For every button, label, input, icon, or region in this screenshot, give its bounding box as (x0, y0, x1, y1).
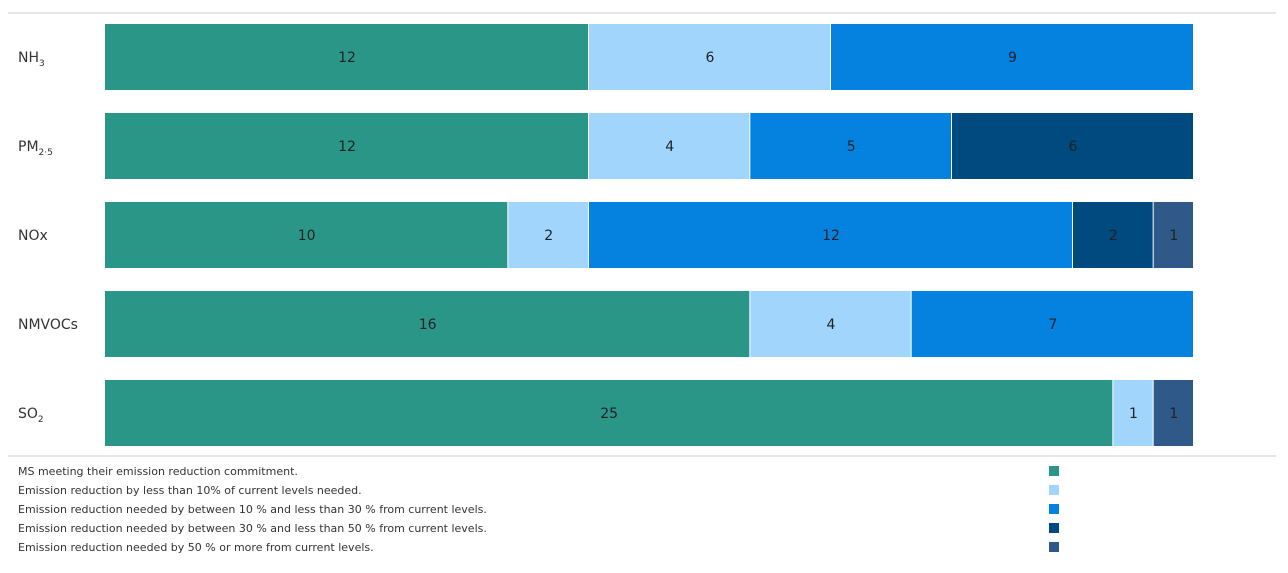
data-label: 16 (419, 317, 437, 333)
data-label: 1 (1129, 406, 1138, 422)
bar-segment[interactable] (911, 291, 1193, 357)
bar-segment[interactable] (589, 113, 750, 179)
legend-item[interactable]: Emission reduction needed by between 10 … (18, 501, 1118, 520)
legend-item[interactable]: MS meeting their emission reduction comm… (18, 463, 1118, 482)
category-label: NH3 (18, 50, 45, 69)
data-label: 4 (665, 139, 674, 155)
bar-segment[interactable] (1153, 380, 1193, 446)
stacked-bar-chart: 12 6 9 12 4 5 6 10 2 12 2 1 16 4 7 25 1 1 NH3 PM2·5 NOx NMVO… (8, 12, 1276, 457)
legend-label: Emission reduction needed by 50 % or mor… (18, 541, 374, 554)
category-label: NOx (18, 228, 48, 244)
data-label: 4 (827, 317, 836, 333)
legend-label: Emission reduction needed by between 30 … (18, 522, 487, 535)
data-label: 1 (1169, 228, 1178, 244)
bar-segment[interactable] (105, 24, 588, 90)
bar-segment[interactable] (1153, 202, 1193, 268)
legend-swatch (1049, 485, 1059, 495)
bar-segment[interactable] (105, 113, 588, 179)
data-label: 12 (338, 50, 356, 66)
data-label: 6 (706, 50, 715, 66)
bar-segment[interactable] (105, 202, 508, 268)
legend-swatch (1049, 504, 1059, 514)
data-label: 12 (822, 228, 840, 244)
data-label: 9 (1008, 50, 1017, 66)
legend-label: MS meeting their emission reduction comm… (18, 465, 298, 478)
legend-item[interactable]: Emission reduction needed by 50 % or mor… (18, 539, 1118, 558)
bars-layer: 12 6 9 12 4 5 6 10 2 12 2 1 16 4 7 25 1 1 (105, 24, 1193, 446)
category-label: SO2 (18, 406, 44, 425)
legend-item[interactable]: Emission reduction by less than 10% of c… (18, 482, 1118, 501)
legend-label: Emission reduction needed by between 10 … (18, 503, 487, 516)
bar-segment[interactable] (589, 202, 1072, 268)
bar-segment[interactable] (1073, 202, 1153, 268)
legend-label: Emission reduction by less than 10% of c… (18, 484, 362, 497)
bar-segment[interactable] (952, 113, 1193, 179)
data-label: 10 (298, 228, 316, 244)
category-label: NMVOCs (18, 317, 78, 333)
data-label: 2 (1109, 228, 1118, 244)
legend-swatch (1049, 466, 1059, 476)
legend: MS meeting their emission reduction comm… (0, 463, 1288, 573)
data-label: 12 (338, 139, 356, 155)
data-label: 2 (544, 228, 553, 244)
bar-segment[interactable] (750, 113, 951, 179)
category-label: PM2·5 (18, 139, 53, 158)
bar-segment[interactable] (750, 291, 911, 357)
data-label: 1 (1169, 406, 1178, 422)
data-label: 25 (600, 406, 618, 422)
bar-segment[interactable] (831, 24, 1193, 90)
data-label: 5 (847, 139, 856, 155)
data-label: 7 (1048, 317, 1057, 333)
legend-item[interactable]: Emission reduction needed by between 30 … (18, 520, 1118, 539)
bar-segment[interactable] (589, 24, 830, 90)
bar-segment[interactable] (1113, 380, 1153, 446)
data-label: 6 (1069, 139, 1078, 155)
legend-swatch (1049, 523, 1059, 533)
bar-segment[interactable] (508, 202, 588, 268)
legend-swatch (1049, 542, 1059, 552)
bar-segment[interactable] (105, 291, 750, 357)
category-labels-layer: NH3 PM2·5 NOx NMVOCs SO2 (18, 50, 78, 425)
bar-segment[interactable] (105, 380, 1113, 446)
